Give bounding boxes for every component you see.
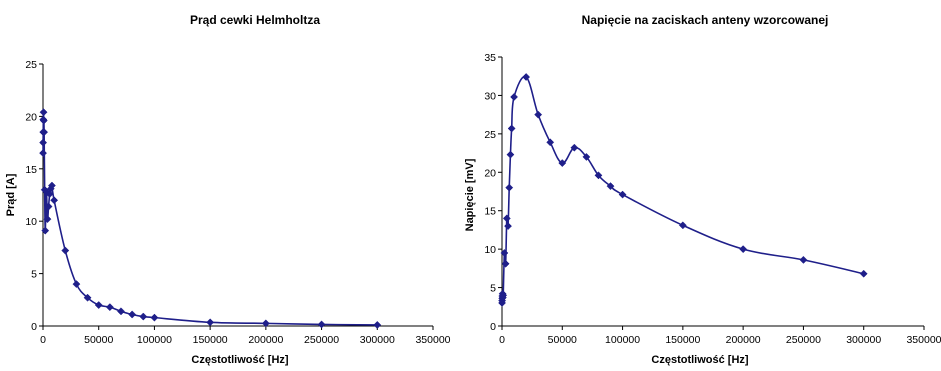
- data-point-marker: [41, 226, 50, 235]
- data-point-marker: [128, 310, 137, 319]
- y-tick-label: 10: [484, 244, 496, 256]
- y-tick-label: 10: [25, 216, 37, 228]
- data-point-marker: [501, 259, 510, 268]
- data-point-marker: [105, 303, 114, 312]
- x-tick-label: 50000: [84, 334, 113, 346]
- data-point-marker: [47, 181, 56, 190]
- plot-area: 0 5 10 15 20 25 30 35 0 50000 100000 150000 200000 25…: [484, 52, 941, 346]
- data-point-marker: [739, 245, 748, 254]
- data-point-marker: [522, 73, 531, 81]
- x-tick-label: 250000: [786, 334, 821, 346]
- data-point-marker: [39, 108, 48, 117]
- data-point-marker: [39, 138, 48, 147]
- x-tick-label: 350000: [906, 334, 941, 346]
- data-point-marker: [499, 291, 508, 300]
- data-point-marker: [502, 214, 511, 223]
- x-tick-label: 100000: [137, 334, 172, 346]
- data-point-marker: [506, 150, 515, 159]
- y-tick-label: 5: [31, 269, 37, 281]
- data-point-marker: [618, 190, 627, 199]
- data-point-marker: [150, 313, 159, 322]
- data-point-marker: [500, 249, 509, 257]
- data-point-marker: [206, 318, 215, 327]
- x-tick-label: 300000: [360, 334, 395, 346]
- y-tick-label: 0: [490, 321, 496, 333]
- y-tick-label: 0: [31, 321, 37, 333]
- data-point-marker: [61, 246, 70, 255]
- data-point-marker: [534, 110, 543, 119]
- x-tick-label: 200000: [726, 334, 761, 346]
- data-point-marker: [261, 319, 270, 328]
- y-axis-title: Prąd [A]: [5, 173, 17, 216]
- series-line: [501, 75, 864, 303]
- data-point-marker: [40, 128, 49, 137]
- y-tick-label: 20: [25, 111, 37, 123]
- data-point-marker: [594, 171, 603, 180]
- data-point-marker: [504, 222, 512, 231]
- x-tick-label: 0: [40, 334, 46, 346]
- data-point-marker: [558, 159, 567, 168]
- data-point-marker: [39, 116, 48, 125]
- y-tick-label: 35: [484, 52, 496, 64]
- data-point-marker: [317, 320, 326, 329]
- chart-title: Napięcie na zaciskach anteny wzorcowanej: [582, 13, 829, 27]
- y-tick-label: 20: [484, 167, 496, 179]
- data-point-marker: [43, 215, 52, 224]
- data-point-marker: [859, 269, 868, 278]
- data-point-marker: [45, 189, 54, 198]
- plot-area: 0 5 10 15 20 25 0 50000 100000 150000 200000 250000…: [25, 59, 450, 346]
- x-tick-label: 300000: [846, 334, 881, 346]
- y-tick-label: 15: [484, 206, 496, 218]
- y-tick-label: 25: [484, 129, 496, 141]
- y-tick-label: 5: [490, 283, 496, 295]
- data-point-marker: [799, 255, 808, 264]
- data-point-marker: [546, 138, 555, 147]
- x-tick-label: 150000: [193, 334, 228, 346]
- data-point-marker: [83, 293, 92, 302]
- y-axis-title: Napięcie [mV]: [464, 158, 476, 231]
- data-point-marker: [507, 124, 516, 133]
- x-tick-label: 250000: [304, 334, 339, 346]
- chart-title: Prąd cewki Helmholtza: [190, 13, 320, 27]
- data-point-marker: [606, 182, 615, 191]
- data-point-marker: [678, 221, 687, 230]
- x-tick-label: 50000: [548, 334, 577, 346]
- data-point-marker: [570, 143, 579, 152]
- chart-voltage: Napięcie na zaciskach anteny wzorcowanej…: [464, 13, 941, 366]
- chart-current: Prąd cewki Helmholtza 0 5 10 15 20 25 0 50000 10…: [5, 13, 451, 366]
- data-point-marker: [139, 312, 148, 321]
- data-point-marker: [39, 149, 48, 158]
- series-line: [42, 111, 378, 326]
- y-tick-label: 15: [25, 164, 37, 176]
- data-point-marker: [582, 152, 591, 161]
- data-point-marker: [373, 320, 382, 329]
- x-tick-label: 200000: [248, 334, 283, 346]
- data-point-marker: [72, 280, 81, 289]
- x-tick-label: 150000: [665, 334, 700, 346]
- data-point-marker: [42, 187, 51, 196]
- data-point-marker: [44, 202, 53, 211]
- x-axis-title: Częstotliwość [Hz]: [651, 354, 749, 366]
- y-tick-label: 25: [25, 59, 37, 71]
- data-point-marker: [117, 307, 125, 316]
- y-tick-label: 30: [484, 90, 496, 102]
- x-tick-label: 100000: [605, 334, 640, 346]
- data-point-marker: [510, 93, 519, 101]
- data-point-marker: [505, 183, 514, 192]
- x-axis-title: Częstotliwość [Hz]: [191, 354, 289, 366]
- data-point-marker: [50, 196, 59, 205]
- x-tick-label: 0: [499, 334, 505, 346]
- x-tick-label: 350000: [415, 334, 450, 346]
- data-point-marker: [94, 301, 103, 309]
